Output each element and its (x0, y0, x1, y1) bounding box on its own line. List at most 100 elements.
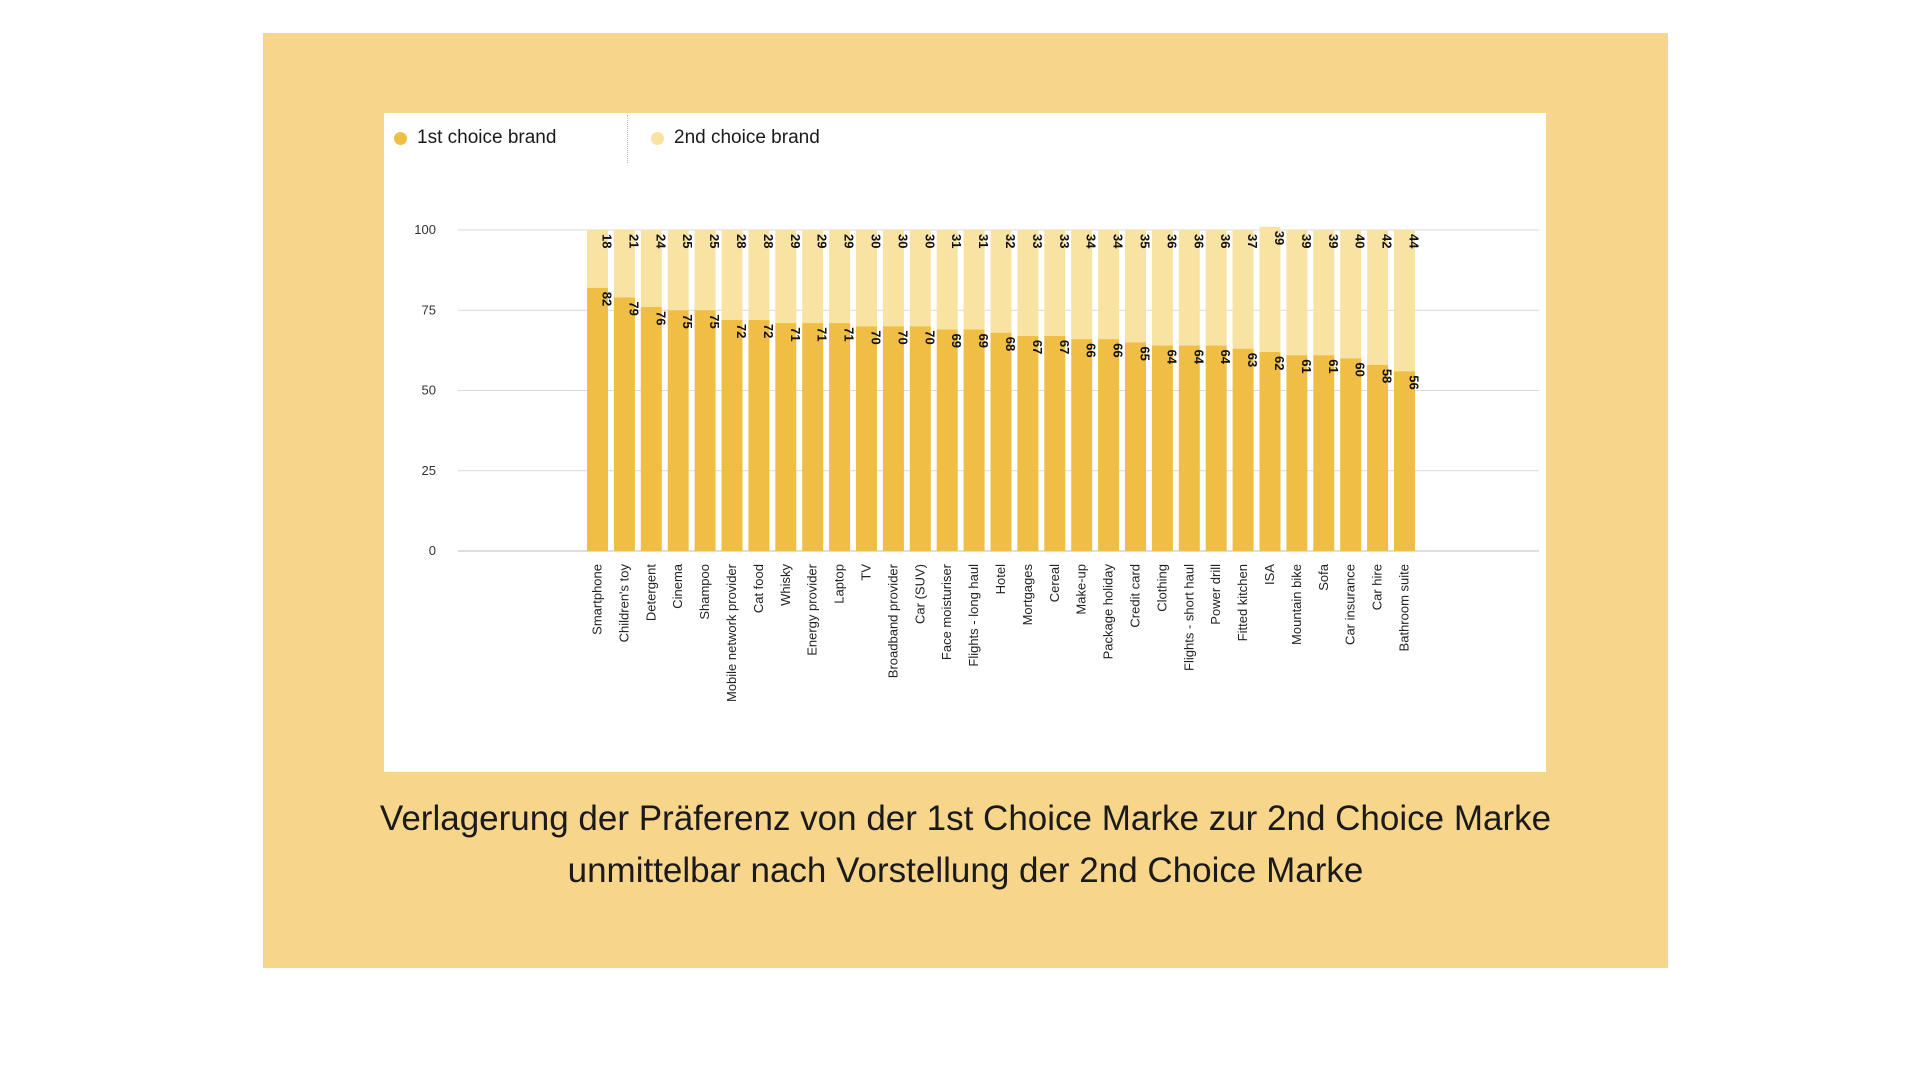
y-tick-label: 100 (414, 222, 436, 237)
legend-swatch-second-choice (651, 131, 664, 145)
data-label-first-choice: 58 (1380, 369, 1395, 383)
data-label-first-choice: 66 (1111, 343, 1126, 357)
x-category-label: TV (859, 564, 874, 581)
x-category-label: Energy provider (805, 563, 820, 655)
bar-first-choice (936, 329, 958, 551)
x-category-label: Shampoo (697, 564, 712, 620)
data-label-first-choice: 71 (788, 327, 803, 341)
bar-first-choice (1394, 371, 1415, 551)
chart-legend: 1st choice brand 2nd choice brand (384, 113, 1546, 163)
bar-second-choice (909, 230, 931, 327)
bar-second-choice (640, 230, 662, 308)
data-label-second-choice: 28 (761, 234, 776, 248)
bar-second-choice (856, 230, 877, 327)
data-label-first-choice: 71 (842, 327, 857, 341)
bar-first-choice (856, 326, 877, 551)
data-label-first-choice: 67 (1057, 340, 1072, 354)
bar-first-choice (748, 319, 770, 551)
bar-second-choice (829, 230, 851, 324)
bar-first-choice (1286, 355, 1308, 551)
bar-second-choice (667, 230, 689, 311)
x-category-label: ISA (1262, 564, 1277, 585)
x-category-label: Bathroom suite (1397, 564, 1412, 651)
legend-item-first-choice: 1st choice brand (394, 127, 556, 149)
x-category-label: Broadband provider (885, 563, 900, 678)
data-label-second-choice: 36 (1218, 234, 1233, 248)
data-label-first-choice: 66 (1084, 343, 1099, 357)
bar-second-choice (721, 230, 743, 320)
bar-first-choice (613, 297, 635, 551)
data-label-second-choice: 40 (1353, 234, 1368, 248)
bar-second-choice (1044, 230, 1066, 336)
bar-first-choice (640, 307, 662, 551)
x-category-label: Cinema (670, 563, 685, 609)
data-label-first-choice: 68 (1003, 337, 1018, 351)
x-category-label: Power drill (1208, 564, 1223, 625)
x-category-label: Mortgages (1020, 564, 1035, 626)
bar-first-choice (1232, 348, 1254, 551)
data-label-first-choice: 79 (626, 301, 641, 315)
x-category-label: Credit card (1128, 564, 1143, 628)
data-label-second-choice: 18 (600, 234, 615, 248)
data-label-second-choice: 30 (895, 234, 910, 248)
data-label-second-choice: 31 (949, 234, 964, 248)
bar-first-choice (721, 319, 743, 551)
data-label-second-choice: 29 (815, 234, 830, 248)
bar-first-choice (829, 323, 851, 551)
bar-second-choice (775, 230, 797, 324)
bar-first-choice (1340, 358, 1362, 551)
bar-first-choice (1125, 342, 1146, 551)
data-label-second-choice: 31 (976, 234, 991, 248)
y-tick-label: 25 (422, 463, 436, 478)
data-label-first-choice: 70 (922, 330, 937, 344)
x-category-label: Cereal (1047, 564, 1062, 602)
legend-item-second-choice: 2nd choice brand (651, 127, 820, 149)
bar-first-choice (1017, 335, 1039, 551)
bar-first-choice (1367, 364, 1389, 551)
x-category-label: Sofa (1316, 563, 1331, 591)
x-category-label: Cat food (751, 564, 766, 613)
bar-second-choice (1313, 230, 1335, 356)
data-label-second-choice: 39 (1326, 234, 1341, 248)
data-label-first-choice: 76 (653, 311, 668, 325)
data-label-second-choice: 42 (1380, 234, 1395, 248)
y-tick-label: 75 (422, 302, 436, 317)
data-label-second-choice: 24 (653, 234, 668, 249)
bar-second-choice (1098, 230, 1120, 340)
bar-second-choice (1205, 230, 1227, 346)
bar-second-choice (1017, 230, 1039, 336)
bar-second-choice (1232, 230, 1254, 349)
x-category-label: Face moisturiser (939, 563, 954, 660)
legend-label-second-choice: 2nd choice brand (674, 127, 820, 148)
bar-second-choice (963, 230, 985, 330)
data-label-first-choice: 62 (1272, 356, 1287, 370)
bar-second-choice (1259, 226, 1281, 352)
bar-first-choice (802, 323, 824, 551)
data-label-first-choice: 69 (949, 334, 964, 348)
data-label-second-choice: 36 (1164, 234, 1179, 248)
slide-caption: Verlagerung der Präferenz von der 1st Ch… (263, 793, 1668, 897)
bar-second-choice (882, 230, 904, 327)
bar-first-choice (1259, 351, 1281, 551)
bar-first-choice (882, 326, 904, 551)
bar-second-choice (1367, 230, 1389, 365)
x-category-label: Whisky (778, 564, 793, 606)
data-label-first-choice: 67 (1030, 340, 1045, 354)
data-label-first-choice: 64 (1164, 350, 1179, 365)
data-label-second-choice: 29 (842, 234, 857, 248)
data-label-second-choice: 29 (788, 234, 803, 248)
data-label-second-choice: 30 (869, 234, 884, 248)
data-label-first-choice: 71 (815, 327, 830, 341)
data-label-second-choice: 39 (1299, 234, 1314, 248)
x-category-label: Car hire (1370, 564, 1385, 610)
bar-first-choice (587, 287, 608, 551)
bar-second-choice (587, 230, 608, 288)
data-label-second-choice: 34 (1111, 234, 1126, 249)
bar-second-choice (1394, 230, 1415, 372)
bar-second-choice (748, 230, 770, 320)
data-label-first-choice: 60 (1353, 362, 1368, 376)
data-label-second-choice: 36 (1191, 234, 1206, 248)
legend-swatch-first-choice (394, 131, 407, 145)
bar-second-choice (1151, 230, 1173, 346)
data-label-first-choice: 69 (976, 334, 991, 348)
